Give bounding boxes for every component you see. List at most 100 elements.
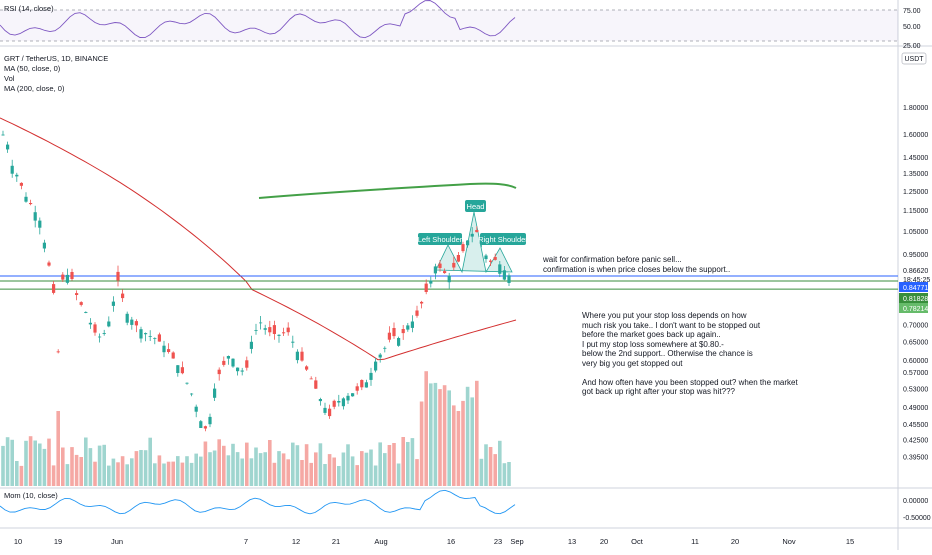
candle xyxy=(245,356,249,371)
volume-bar xyxy=(5,437,10,486)
candle-body xyxy=(420,301,424,304)
volume-bar xyxy=(134,451,139,486)
volume-bar xyxy=(125,464,129,486)
note-line xyxy=(582,368,798,378)
volume-bar xyxy=(42,448,47,486)
candle-body xyxy=(93,324,97,333)
volume-bar xyxy=(337,466,341,486)
candle xyxy=(507,273,511,286)
volume-bar xyxy=(51,465,56,486)
candle xyxy=(125,311,129,326)
candle-body xyxy=(314,380,318,389)
candle xyxy=(406,323,410,332)
candle xyxy=(295,349,299,364)
time-tick-label: 19 xyxy=(54,537,62,546)
note-confirmation[interactable]: wait for confirmation before panic sell.… xyxy=(543,255,730,274)
candle-body xyxy=(47,262,51,266)
note-line: got back up right after your stop was hi… xyxy=(582,387,735,396)
candle xyxy=(236,367,240,376)
candle xyxy=(351,393,355,397)
mom-label[interactable]: Mom (10, close) xyxy=(4,491,58,500)
rsi-layer xyxy=(0,0,516,39)
volume-bar xyxy=(93,461,97,486)
volume-bar xyxy=(383,453,387,486)
candle-body xyxy=(88,322,92,325)
candle-body xyxy=(102,333,106,334)
candle xyxy=(6,141,10,153)
candle-body xyxy=(245,360,249,368)
time-tick-label: 7 xyxy=(244,537,248,546)
volume-bar xyxy=(304,444,309,486)
candle xyxy=(484,253,488,263)
level-tag-3-text: 0.78214 xyxy=(903,306,928,313)
note-line: below the 2nd support.. Otherwise the ch… xyxy=(582,349,753,358)
volume-bar xyxy=(268,440,272,486)
note-stop-loss[interactable]: Where you put your stop loss depends on … xyxy=(582,311,798,397)
vol-label[interactable]: Vol xyxy=(4,74,15,83)
ma200-label[interactable]: MA (200, close, 0) xyxy=(4,84,65,93)
candle xyxy=(24,192,28,203)
candle-body xyxy=(231,358,235,367)
symbol-line[interactable]: GRT / TetherUS, 1D, BINANCE xyxy=(4,54,109,63)
candle-body xyxy=(355,386,359,391)
candle-body xyxy=(305,366,309,370)
candle-body xyxy=(144,333,148,335)
volume-bar xyxy=(277,451,281,486)
left-shoulder-label[interactable]: Left Shoulder xyxy=(418,233,463,245)
candle-body xyxy=(24,196,28,202)
rsi-tick-label: 50.00 xyxy=(903,24,921,31)
volume-bar xyxy=(79,457,83,486)
candle xyxy=(424,279,428,295)
volume-bar xyxy=(143,450,148,486)
ma50-line xyxy=(0,117,517,361)
candle xyxy=(102,329,106,336)
candle xyxy=(328,404,332,419)
candle-body xyxy=(286,327,290,333)
candle xyxy=(374,357,378,373)
candle xyxy=(318,397,322,406)
price-tick-label: 1.05000 xyxy=(903,229,928,236)
volume-bar xyxy=(470,397,474,486)
candle xyxy=(185,382,189,385)
candle xyxy=(433,263,437,280)
candle-body xyxy=(236,367,240,372)
candle-layer xyxy=(1,130,511,432)
candle-body xyxy=(180,367,184,374)
volume-bar xyxy=(153,463,157,486)
candle xyxy=(410,315,414,333)
candle xyxy=(111,296,115,312)
volume-bar xyxy=(419,401,424,486)
candle xyxy=(10,159,14,178)
rsi-axis: 75.00 50.00 25.00 xyxy=(903,8,921,50)
volume-bar xyxy=(19,465,24,486)
volume-bar xyxy=(452,405,456,486)
volume-bar xyxy=(24,440,28,486)
right-shoulder-label[interactable]: Right Shoulder xyxy=(478,233,528,245)
candle-body xyxy=(424,283,428,292)
volume-bar xyxy=(185,456,189,486)
time-tick-label: Jun xyxy=(111,537,123,546)
candle-body xyxy=(171,352,175,359)
candle xyxy=(456,252,460,263)
candle-body xyxy=(167,349,171,352)
volume-bar xyxy=(447,390,451,486)
head-text: Head xyxy=(467,202,485,211)
price-tick-label: 0.60000 xyxy=(903,358,928,365)
volume-bar xyxy=(378,442,382,486)
candle xyxy=(176,365,180,377)
head-label[interactable]: Head xyxy=(465,200,486,212)
time-tick-label: Nov xyxy=(782,537,796,546)
volume-layer xyxy=(1,371,511,486)
candle xyxy=(309,376,313,380)
ma50-label[interactable]: MA (50, close, 0) xyxy=(4,64,61,73)
candle-body xyxy=(259,322,263,324)
rsi-label[interactable]: RSI (14, close) xyxy=(4,4,54,13)
candle-body xyxy=(213,388,217,398)
time-tick-label: Oct xyxy=(631,537,644,546)
price-tick-label: 0.39500 xyxy=(903,454,928,461)
volume-bar xyxy=(456,411,461,486)
candle xyxy=(282,327,286,336)
volume-bar xyxy=(15,461,19,486)
